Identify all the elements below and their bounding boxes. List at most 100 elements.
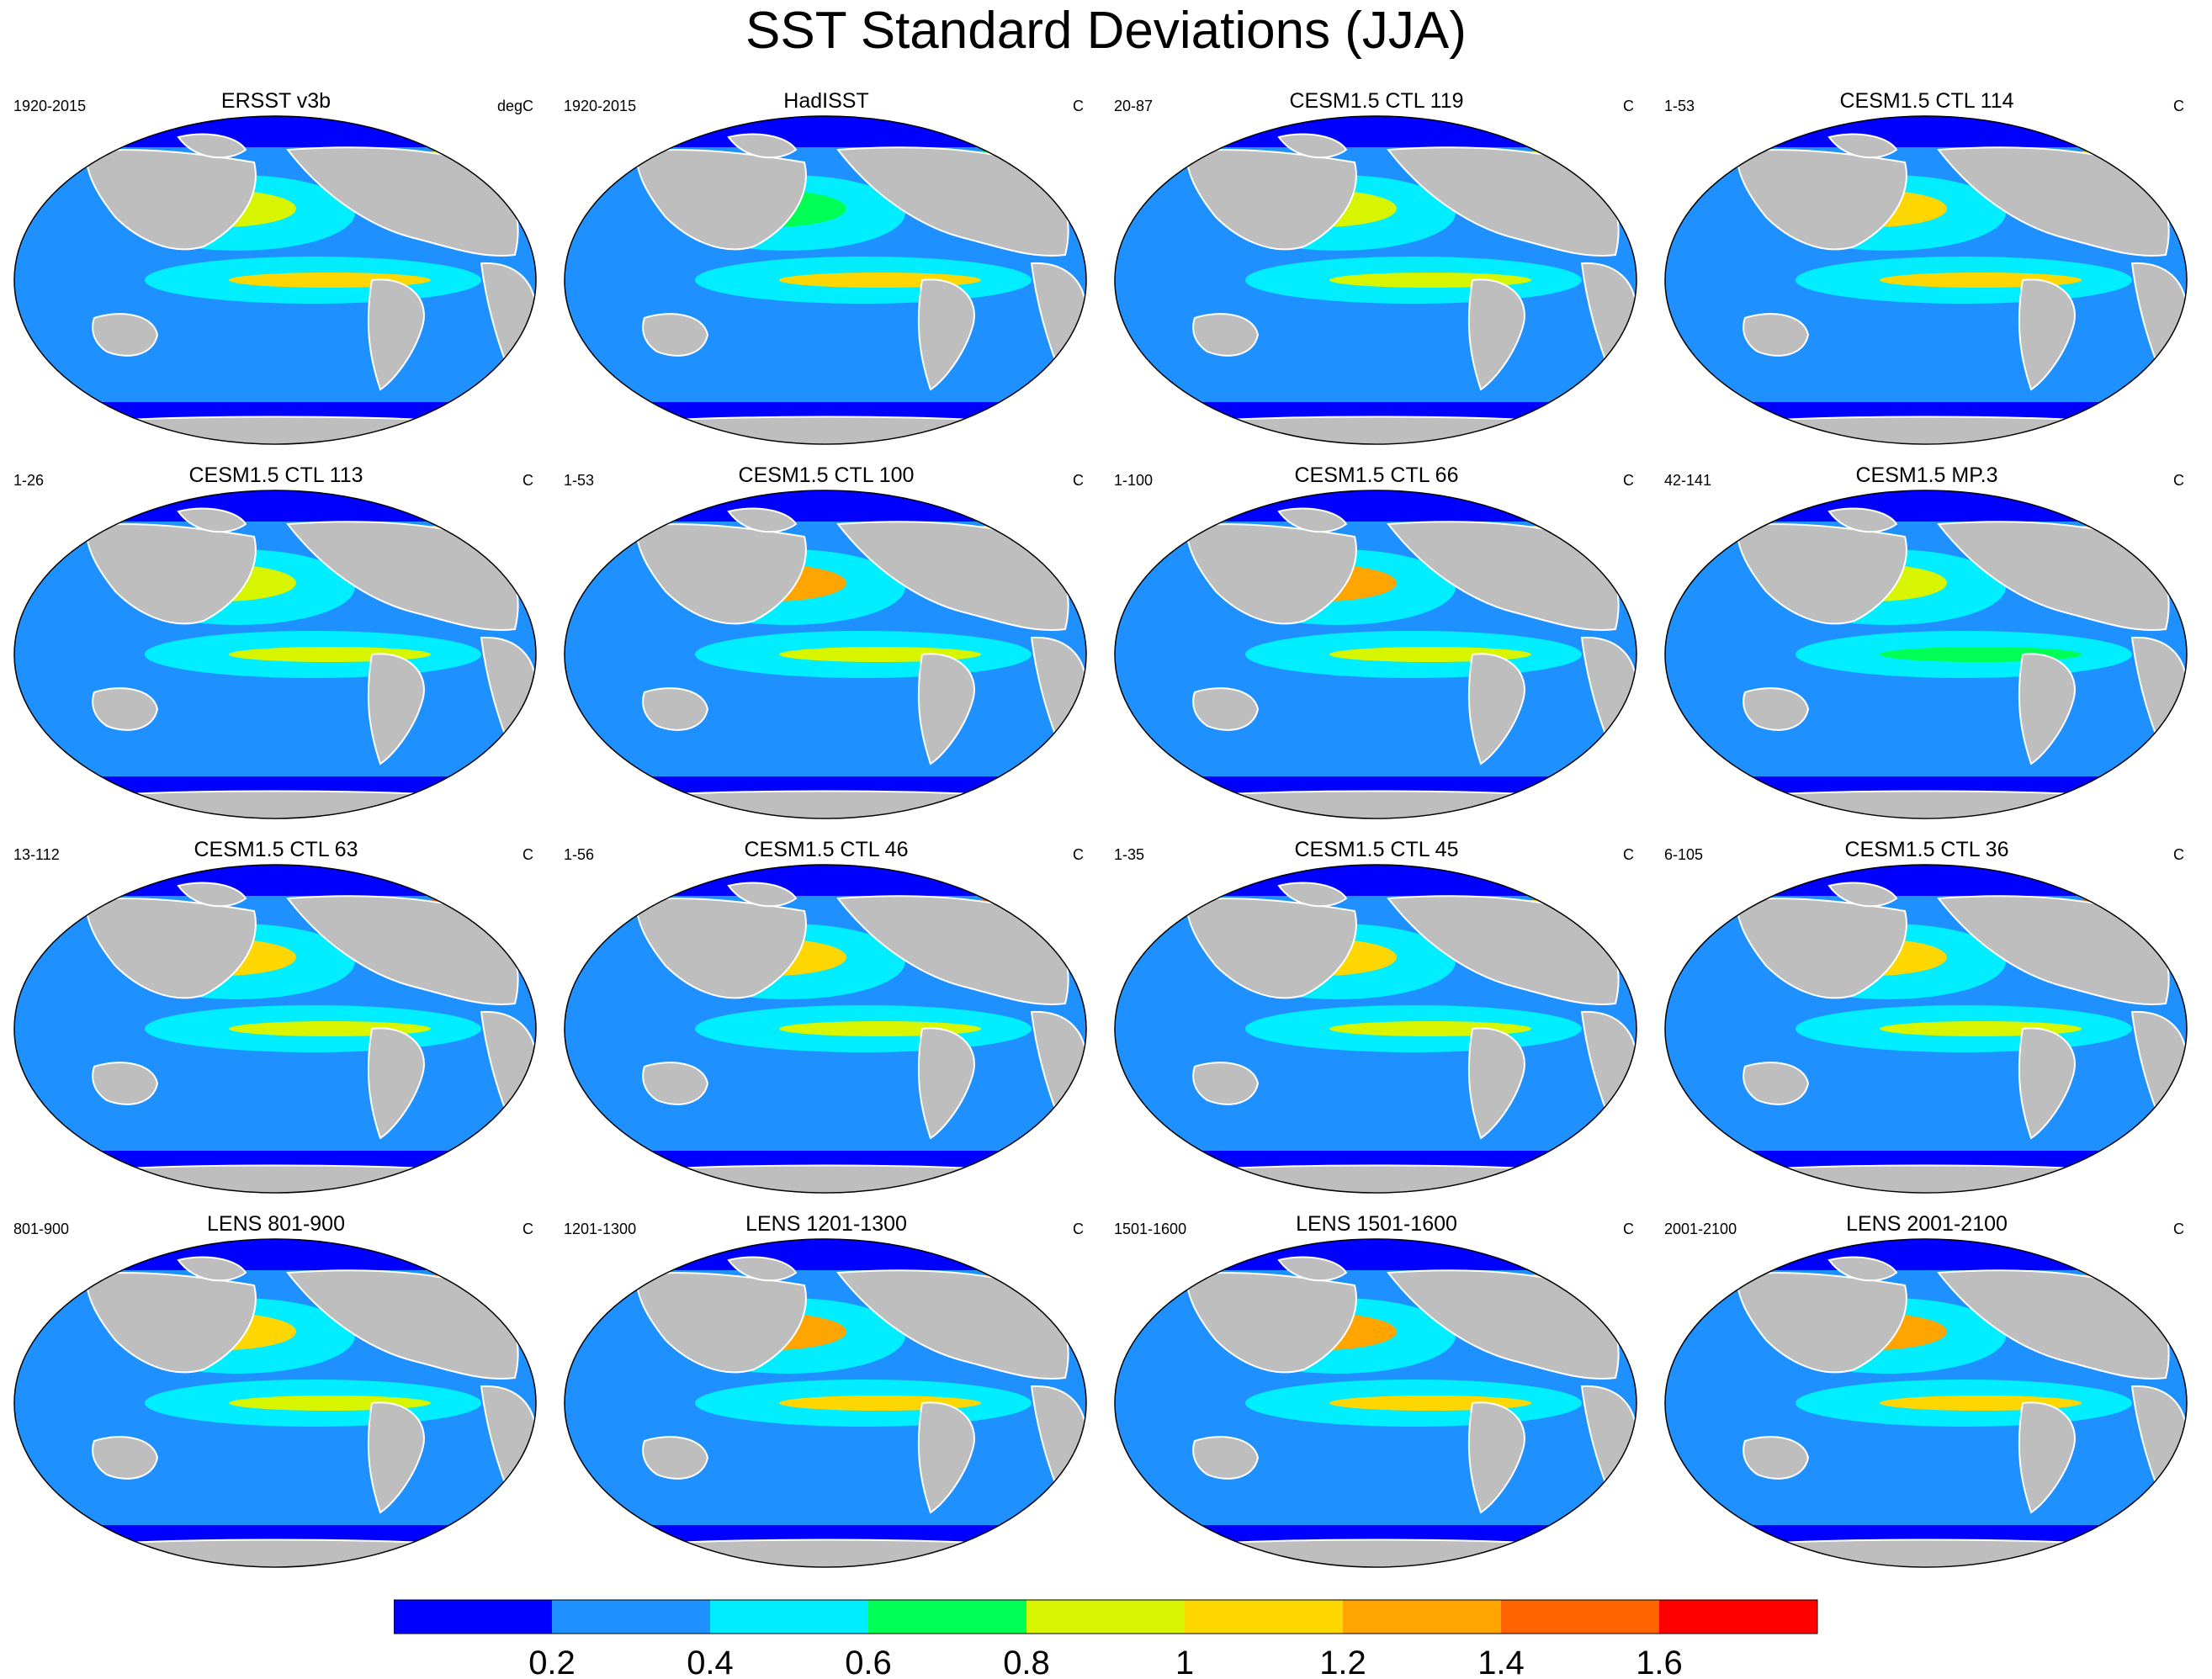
north-america-shape	[1735, 149, 1907, 251]
greenland-shape	[1827, 882, 1898, 908]
arctic-band	[565, 1239, 1086, 1270]
arctic-band	[1665, 865, 2187, 896]
arctic-band	[14, 116, 536, 147]
figure-title: SST Standard Deviations (JJA)	[745, 2, 1467, 60]
colorbar-segment	[1501, 1600, 1659, 1634]
map-outline	[1664, 1238, 2188, 1568]
antarctica-shape	[618, 790, 1033, 818]
colorbar-segment	[1343, 1600, 1501, 1634]
north-america-shape	[1735, 523, 1907, 625]
north-america-shape	[84, 1272, 257, 1374]
panel-units-label: C	[2173, 472, 2184, 489]
antarctica-shape	[1718, 1164, 2134, 1193]
north-america-shape	[634, 149, 807, 251]
greenland-shape	[1277, 882, 1348, 908]
greenland-shape	[1277, 507, 1348, 533]
map-outline	[564, 490, 1087, 819]
colorbar-segment	[710, 1600, 868, 1634]
antarctica-shape	[1168, 1539, 1583, 1567]
world-map	[1114, 490, 1637, 819]
antarctica-shape	[1718, 790, 2134, 818]
world-map	[1664, 490, 2188, 819]
antarctica-shape	[67, 1164, 483, 1193]
greenland-shape	[1277, 1256, 1348, 1282]
south-america-shape	[2018, 1401, 2076, 1514]
panel-title: CESM1.5 CTL 119	[1289, 89, 1464, 113]
colorbar: 0.2 0.4 0.6 0.8 1 1.2 1.4 1.6	[394, 1599, 1818, 1679]
map-outline	[564, 864, 1087, 1194]
map-outline	[13, 864, 537, 1194]
north-america-shape	[84, 149, 257, 251]
greenland-shape	[727, 133, 798, 159]
world-map	[13, 864, 537, 1194]
colorbar-tick-label: 0.8	[1003, 1645, 1050, 1679]
panel-title: CESM1.5 CTL 45	[1294, 838, 1459, 861]
world-map	[564, 115, 1087, 445]
panel-period-label: 6-105	[1664, 846, 1704, 863]
map-panel: CESM1.5 CTL 66 1-100 C	[1107, 463, 1646, 833]
panel-title: CESM1.5 CTL 114	[1839, 89, 2014, 113]
panel-title: CESM1.5 CTL 66	[1294, 463, 1459, 487]
panel-title: LENS 1201-1300	[745, 1212, 907, 1236]
map-outline	[1114, 115, 1637, 445]
south-america-shape	[2018, 653, 2076, 765]
panel-period-label: 1-100	[1114, 472, 1154, 489]
panel-units-label: C	[1623, 472, 1634, 489]
arctic-band	[565, 490, 1086, 522]
map-panel: CESM1.5 CTL 114 1-53 C	[1658, 88, 2196, 458]
eurasia-shape	[1937, 521, 2170, 631]
map-panel: ERSST v3b 1920-2015 degC	[7, 88, 545, 458]
south-america-shape	[917, 278, 975, 391]
eurasia-shape	[286, 146, 519, 257]
colorbar-tick-label: 0.4	[687, 1645, 734, 1679]
australia-shape	[642, 313, 709, 357]
greenland-shape	[1277, 133, 1348, 159]
australia-shape	[1743, 1436, 1810, 1480]
south-america-shape	[2018, 1027, 2076, 1140]
map-outline	[1664, 864, 2188, 1194]
australia-shape	[642, 1436, 709, 1480]
eurasia-shape	[1937, 1269, 2170, 1380]
colorbar-tick-label: 1.2	[1319, 1645, 1366, 1679]
antarctica-shape	[1168, 790, 1583, 818]
world-map	[1664, 864, 2188, 1194]
panel-units-label: C	[1623, 846, 1634, 863]
arctic-band	[1115, 1239, 1636, 1270]
eurasia-shape	[286, 1269, 519, 1380]
eurasia-shape	[1387, 521, 1620, 631]
north-america-shape	[1735, 898, 1907, 999]
world-map	[1114, 1238, 1637, 1568]
australia-shape	[642, 687, 709, 731]
antarctica-shape	[1168, 1164, 1583, 1193]
panel-title: CESM1.5 MP.3	[1855, 463, 1998, 487]
south-america-shape	[1467, 1027, 1525, 1140]
south-america-shape	[1467, 653, 1525, 765]
colorbar-tick-label: 1.4	[1477, 1645, 1525, 1679]
map-outline	[1664, 490, 2188, 819]
north-america-shape	[1185, 149, 1357, 251]
world-map	[1114, 864, 1637, 1194]
north-america-shape	[634, 1272, 807, 1374]
map-panel: CESM1.5 CTL 46 1-56 C	[557, 837, 1095, 1207]
panel-period-label: 2001-2100	[1664, 1221, 1737, 1237]
eurasia-shape	[836, 895, 1069, 1005]
antarctica-shape	[1718, 1539, 2134, 1567]
colorbar-frame	[394, 1599, 1818, 1634]
map-panel: LENS 1501-1600 1501-1600 C	[1107, 1211, 1646, 1581]
panel-period-label: 1501-1600	[1114, 1221, 1187, 1237]
arctic-band	[1665, 116, 2187, 147]
colorbar-segment	[868, 1600, 1026, 1634]
map-panel: LENS 801-900 801-900 C	[7, 1211, 545, 1581]
map-outline	[564, 1238, 1087, 1568]
greenland-shape	[1827, 133, 1898, 159]
panel-title: CESM1.5 CTL 46	[744, 838, 909, 861]
eurasia-shape	[1387, 146, 1620, 257]
map-panel: CESM1.5 MP.3 42-141 C	[1658, 463, 2196, 833]
panel-title: CESM1.5 CTL 113	[188, 463, 363, 487]
map-panel: CESM1.5 CTL 45 1-35 C	[1107, 837, 1646, 1207]
panel-units-label: C	[522, 1221, 533, 1237]
panel-title: ERSST v3b	[220, 89, 332, 113]
eurasia-shape	[1387, 1269, 1620, 1380]
map-outline	[1114, 490, 1637, 819]
panel-units-label: C	[522, 846, 533, 863]
